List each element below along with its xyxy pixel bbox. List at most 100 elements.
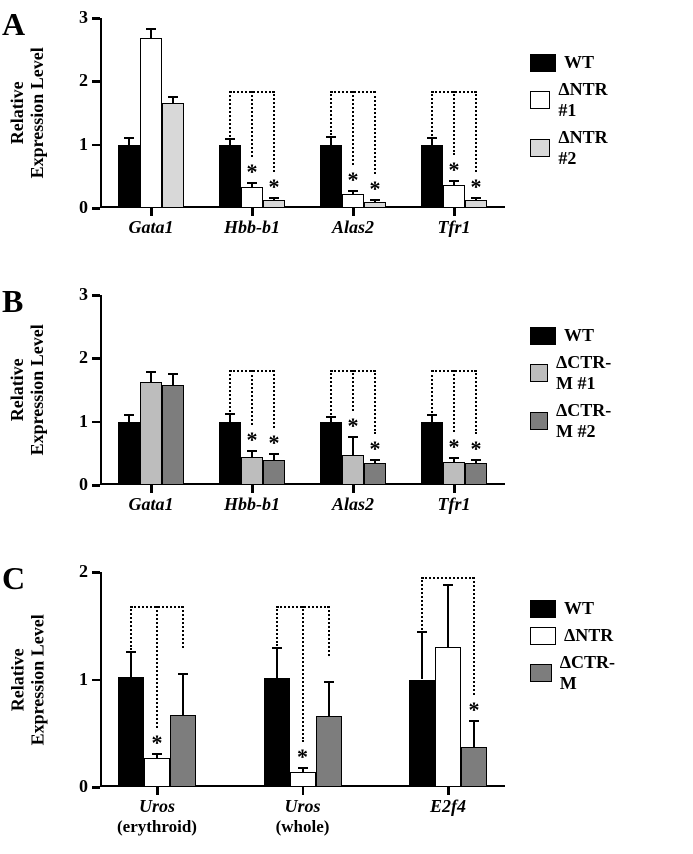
error-bar-cap (427, 137, 437, 139)
bracket-line (331, 370, 375, 372)
legend-item: ΔNTR #1 (530, 79, 613, 121)
bar (118, 422, 140, 485)
y-tick (92, 571, 100, 574)
significance-star: * (444, 434, 464, 460)
bracket-line (473, 577, 475, 695)
bracket-line (330, 370, 332, 416)
significance-star: * (242, 159, 262, 185)
bracket-line (431, 91, 433, 137)
legend-swatch (530, 139, 550, 157)
legend-swatch (530, 627, 556, 645)
legend-swatch (530, 327, 556, 345)
error-bar-cap (417, 631, 427, 633)
bracket-line (352, 370, 354, 411)
bar (461, 747, 487, 787)
bar (219, 145, 241, 208)
x-tick (352, 485, 355, 493)
bracket-line (130, 606, 132, 649)
bar (118, 677, 144, 787)
bar (140, 38, 162, 208)
bar (320, 145, 342, 208)
significance-star: * (242, 427, 262, 453)
legend-label: ΔNTR #2 (558, 127, 613, 169)
y-tick-label: 1 (62, 669, 88, 690)
bar (241, 187, 263, 208)
y-tick (92, 679, 100, 682)
x-category-label: Hbb-b1 (197, 217, 307, 238)
y-tick (92, 421, 100, 424)
legend-item: ΔNTR (530, 625, 619, 646)
error-bar-cap (178, 673, 188, 675)
error-bar (447, 585, 449, 647)
bar (364, 463, 386, 485)
bar (342, 455, 364, 485)
bar (162, 385, 184, 485)
error-bar-cap (225, 413, 235, 415)
bracket-line (422, 577, 474, 579)
x-category-label: Tfr1 (399, 494, 509, 515)
error-bar (276, 648, 278, 678)
y-tick-label: 2 (62, 347, 88, 368)
bar (219, 422, 241, 485)
error-bar (182, 674, 184, 715)
y-tick-label: 3 (62, 284, 88, 305)
bracket-line (277, 606, 329, 608)
bar (263, 200, 285, 208)
y-tick (92, 357, 100, 360)
legend-B: WTΔCTR-M #1ΔCTR-M #2 (530, 325, 619, 448)
bar (162, 103, 184, 208)
significance-star: * (147, 730, 167, 756)
significance-star: * (464, 697, 484, 723)
bar (465, 200, 487, 208)
y-tick-label: 1 (62, 411, 88, 432)
legend-label: ΔCTR-M (560, 652, 620, 694)
bracket-line (374, 370, 376, 434)
bracket-line (421, 577, 423, 630)
bracket-line (273, 370, 275, 428)
x-category-label: Hbb-b1 (197, 494, 307, 515)
significance-star: * (466, 436, 486, 462)
error-bar-cap (124, 414, 134, 416)
error-bar (150, 372, 152, 382)
error-bar-cap (124, 137, 134, 139)
error-bar-cap (427, 414, 437, 416)
y-tick (92, 294, 100, 297)
bracket-line (273, 91, 275, 172)
bracket-line (182, 606, 184, 648)
bracket-line (156, 606, 158, 727)
bracket-line (276, 606, 278, 646)
bar (170, 715, 196, 787)
bar (443, 462, 465, 485)
error-bar (421, 632, 423, 679)
bar (364, 202, 386, 208)
x-tick (453, 208, 456, 216)
error-bar-cap (168, 373, 178, 375)
legend-swatch (530, 412, 548, 430)
y-tick-label: 1 (62, 134, 88, 155)
x-category-label: Tfr1 (399, 217, 509, 238)
y-tick (92, 17, 100, 20)
error-bar-cap (443, 584, 453, 586)
legend-swatch (530, 364, 548, 382)
bracket-line (229, 91, 231, 137)
bar (316, 716, 342, 787)
y-tick (92, 484, 100, 487)
bar (241, 457, 263, 485)
bracket-line (131, 606, 183, 608)
significance-star: * (343, 413, 363, 439)
bar (264, 678, 290, 787)
legend-item: WT (530, 52, 613, 73)
bracket-line (331, 91, 375, 93)
significance-star: * (365, 436, 385, 462)
bracket-line (230, 91, 274, 93)
legend-label: ΔNTR (564, 625, 613, 646)
y-tick (92, 786, 100, 789)
x-tick (447, 787, 450, 795)
y-tick-label: 3 (62, 7, 88, 28)
y-axis-label-A: RelativeExpression Level (8, 18, 48, 208)
error-bar-cap (126, 651, 136, 653)
error-bar-cap (146, 371, 156, 373)
error-bar (330, 137, 332, 145)
x-category-label: Gata1 (96, 494, 206, 515)
x-tick (302, 787, 305, 795)
